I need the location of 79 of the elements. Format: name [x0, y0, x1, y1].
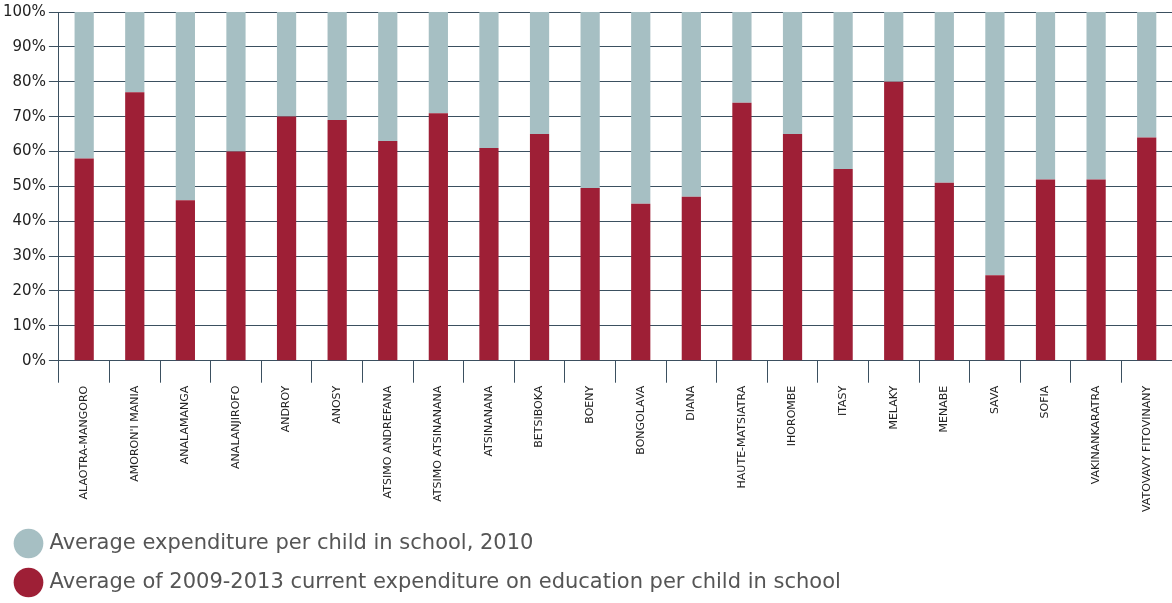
legend-label: Average expenditure per child in school, 2010 — [49, 529, 534, 554]
bar — [479, 148, 499, 361]
x-tick-label: VATOVAVY FITOVINANY — [1139, 385, 1153, 513]
bar — [378, 12, 398, 142]
bar — [479, 12, 499, 148]
y-tick-label: 60% — [12, 141, 46, 160]
bar — [985, 275, 1005, 361]
bar — [681, 12, 701, 197]
bar — [428, 113, 448, 361]
y-tick-label: 80% — [12, 71, 46, 90]
bar — [782, 134, 803, 361]
bar — [125, 92, 145, 361]
x-tick-label: ANOSY — [330, 385, 344, 424]
bar — [1086, 179, 1106, 361]
bar — [378, 141, 398, 361]
bar — [934, 182, 954, 361]
bar — [125, 12, 145, 93]
bar — [884, 12, 904, 82]
x-tick-label: ATSIMO ATSINANANA — [431, 385, 445, 502]
bar — [732, 12, 752, 103]
y-tick-label: 0% — [22, 350, 46, 369]
x-tick-label: ANDROY — [279, 385, 293, 433]
legend-label: Average of 2009-2013 current expenditure on education per child in school — [49, 568, 841, 593]
x-tick-label: MELAKY — [886, 385, 900, 430]
bar — [732, 102, 752, 361]
bar — [985, 12, 1005, 276]
bar — [782, 12, 803, 135]
y-tick-label: 10% — [12, 315, 46, 334]
bar — [1086, 12, 1106, 180]
x-tick-label: ANALAMANGA — [178, 385, 192, 465]
bar — [833, 12, 853, 169]
x-tick-label: SOFIA — [1038, 385, 1052, 419]
x-tick-label: SAVA — [987, 385, 1001, 415]
x-tick-label: BOENY — [583, 385, 596, 424]
bar — [529, 134, 550, 361]
bar — [175, 200, 195, 361]
x-tick-label: AMORON'I MANIA — [127, 385, 141, 482]
bar — [1035, 12, 1056, 180]
bar — [327, 12, 347, 121]
bar — [276, 12, 297, 117]
x-tick-label: ATSINANANA — [481, 385, 495, 457]
bar — [226, 12, 246, 152]
bar — [580, 12, 600, 189]
bar — [175, 12, 195, 201]
y-tick-label: 50% — [12, 176, 46, 195]
bar — [631, 203, 651, 361]
x-tick-label: HAUTE-MATSIATRA — [734, 385, 748, 489]
y-tick-label: 100% — [2, 1, 46, 20]
bar — [631, 12, 651, 204]
x-tick-label: DIANA — [684, 385, 698, 421]
bar — [934, 12, 954, 183]
bar — [529, 12, 550, 135]
y-tick-label: 70% — [12, 106, 46, 125]
bar — [276, 116, 297, 361]
x-tick-label: BETSIBOKA — [532, 385, 546, 448]
x-tick-label: BONGOLAVA — [633, 385, 647, 455]
y-tick-label: 20% — [12, 280, 46, 299]
x-tick-label: VAKINANKARATRA — [1088, 385, 1102, 485]
x-tick-label: IHOROMBE — [785, 385, 799, 447]
x-tick-label: ALAOTRA-MANGORO — [77, 385, 91, 500]
bar — [884, 81, 904, 361]
bar — [74, 158, 94, 361]
x-tick-label: ANALANJIROFO — [228, 385, 242, 469]
bar — [327, 120, 347, 361]
bar — [1035, 179, 1056, 361]
y-tick-label: 40% — [12, 211, 46, 230]
bar — [74, 12, 94, 159]
bar — [1137, 137, 1157, 361]
bar — [428, 12, 448, 114]
bar — [833, 168, 853, 361]
bar — [1137, 12, 1157, 138]
y-tick-label: 30% — [12, 245, 46, 264]
x-tick-label: ITASY — [835, 385, 849, 417]
bar — [226, 151, 246, 361]
bar — [580, 188, 600, 361]
bar — [681, 196, 701, 361]
x-tick-label: ATSIMO ANDREFANA — [380, 385, 394, 499]
y-tick-label: 90% — [12, 36, 46, 55]
x-tick-label: MENABE — [937, 385, 951, 433]
